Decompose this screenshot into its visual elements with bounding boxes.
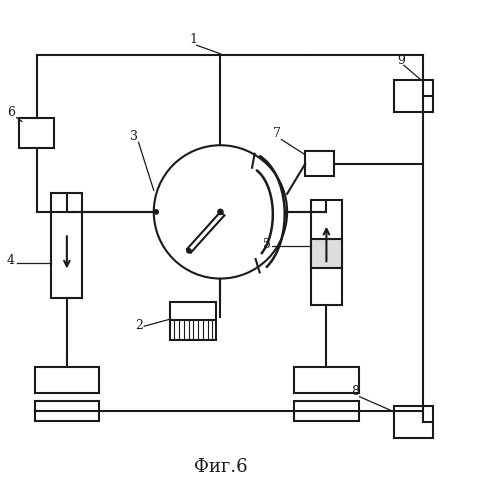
Text: 9: 9 xyxy=(398,54,406,68)
Bar xyxy=(20,118,54,148)
Circle shape xyxy=(153,209,159,215)
Bar xyxy=(394,406,433,438)
Bar xyxy=(294,366,359,393)
Text: Фиг.6: Фиг.6 xyxy=(194,458,247,476)
Bar xyxy=(394,80,433,112)
Bar xyxy=(311,200,342,305)
Bar xyxy=(171,302,216,341)
Text: 2: 2 xyxy=(135,318,143,332)
Bar xyxy=(34,366,99,393)
Bar xyxy=(34,402,99,421)
Bar xyxy=(305,152,334,176)
Text: 8: 8 xyxy=(352,385,359,398)
Text: 6: 6 xyxy=(7,106,15,118)
Text: 1: 1 xyxy=(190,33,197,46)
Text: 5: 5 xyxy=(263,238,271,250)
Text: 4: 4 xyxy=(7,254,15,268)
Bar xyxy=(51,193,82,298)
Bar xyxy=(294,402,359,421)
Bar xyxy=(311,239,342,268)
Circle shape xyxy=(186,248,192,254)
Circle shape xyxy=(217,208,224,215)
Text: 3: 3 xyxy=(130,130,138,143)
Text: 7: 7 xyxy=(273,126,281,140)
